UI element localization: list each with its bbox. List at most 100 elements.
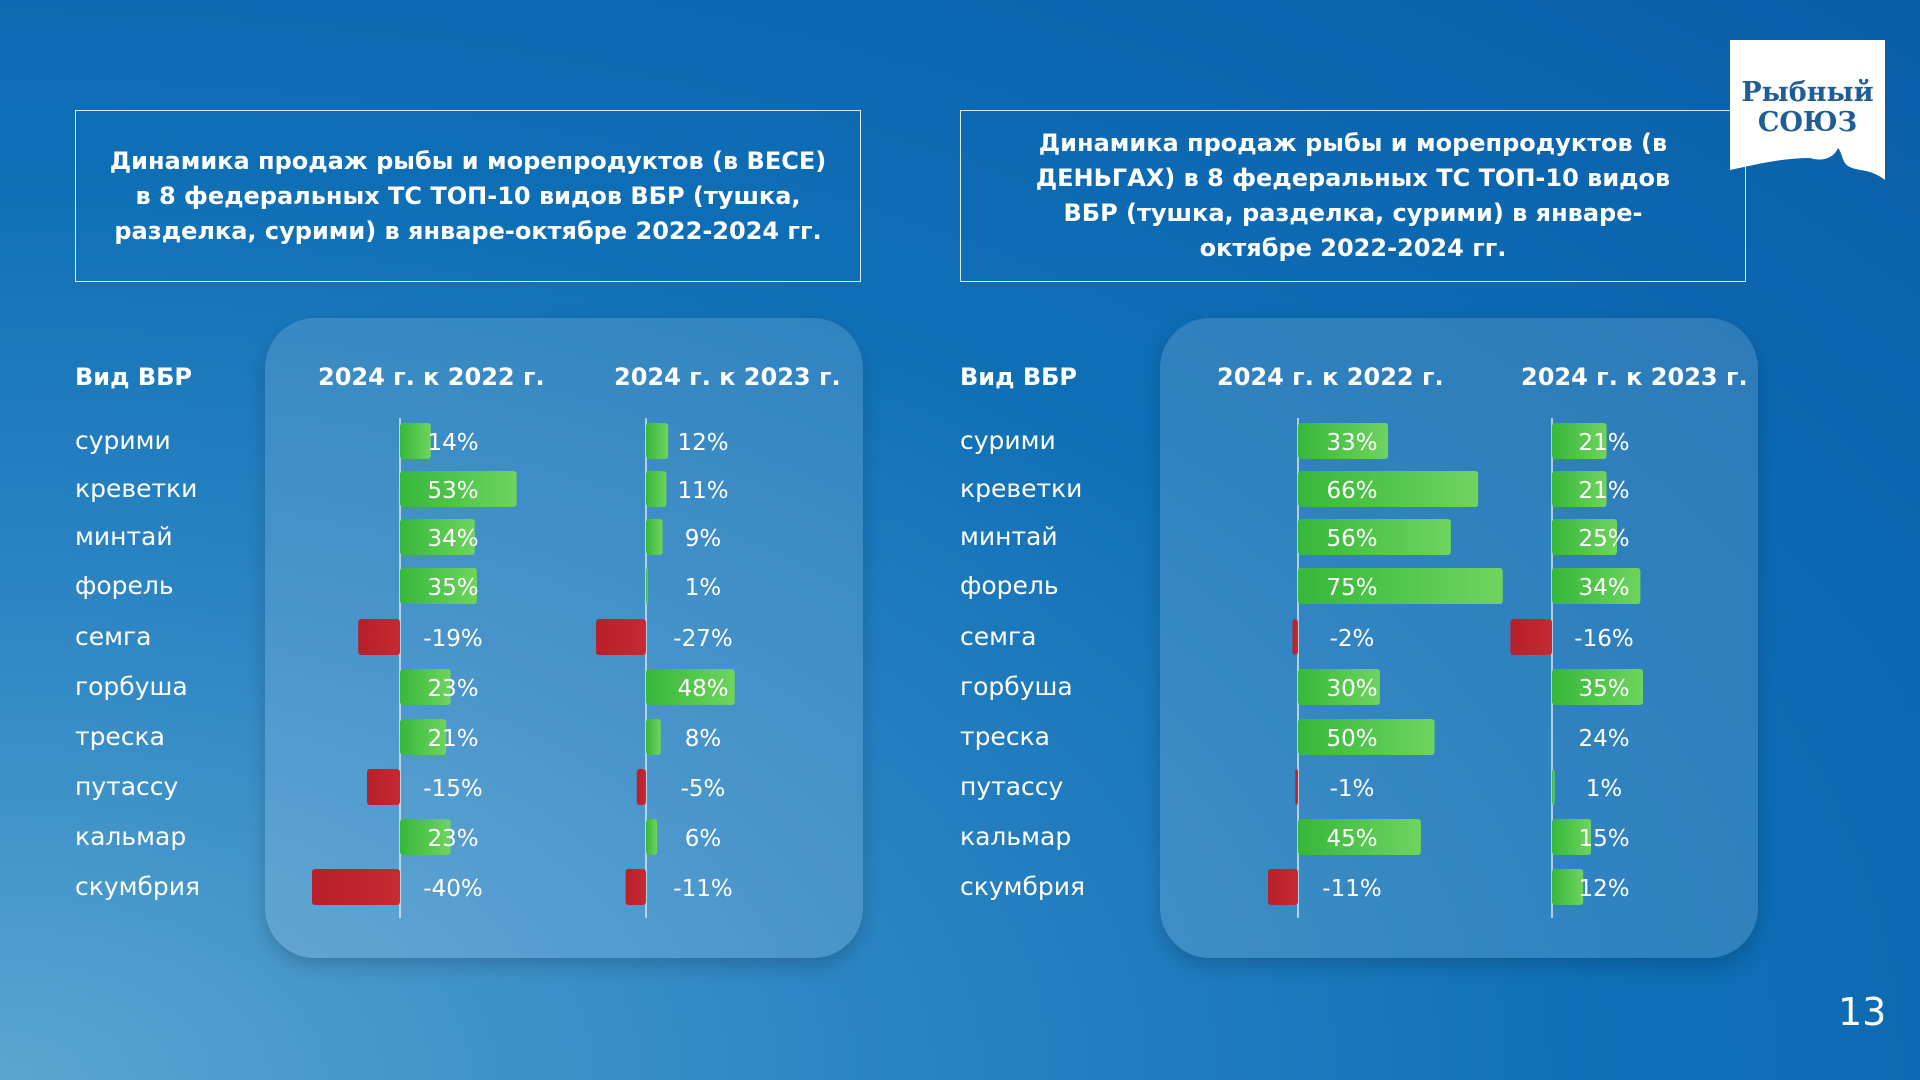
left-col2-bar-сурими [646, 423, 669, 459]
left-col1-header: 2024 г. к 2022 г. [318, 363, 545, 391]
left-col2-value-label: 1% [685, 575, 722, 601]
left-col2-value-label: 11% [677, 478, 728, 504]
left-col2-bar-кальмар [646, 819, 658, 855]
left-col2-bar-минтай [646, 519, 663, 555]
left-col1-bar-скумбрия [312, 869, 400, 905]
left-col1-bar-креветки [400, 471, 517, 507]
right-col2-value-label: 34% [1578, 575, 1629, 601]
left-col1-value-label: -15% [423, 776, 482, 802]
right-row-label: форель [960, 571, 1059, 600]
left-row-label: семга [75, 622, 152, 651]
right-row-label: минтай [960, 522, 1058, 551]
left-col1-value-label: 23% [427, 826, 478, 852]
right-row-label: креветки [960, 474, 1083, 503]
right-col1-bar-семга [1292, 619, 1298, 655]
left-row-label: минтай [75, 522, 173, 551]
right-col2-bar-путассу [1552, 769, 1555, 805]
right-col1-value-label: 75% [1326, 575, 1377, 601]
left-row-label: форель [75, 571, 174, 600]
right-col2-header: 2024 г. к 2023 г. [1521, 363, 1748, 391]
left-label-header: Вид ВБР [75, 363, 193, 391]
right-col1-value-label: 50% [1326, 726, 1377, 752]
left-col2-bar-треска [646, 719, 661, 755]
right-col1-bar-скумбрия [1267, 869, 1298, 905]
logo-line1: Рыбный [1741, 77, 1874, 108]
right-col2-bar-скумбрия [1552, 869, 1584, 905]
right-col1-value-label: 56% [1326, 526, 1377, 552]
right-col1-bar-минтай [1298, 519, 1451, 555]
left-col1-bar-семга [358, 619, 400, 655]
right-col1-value-label: 66% [1326, 478, 1377, 504]
right-col1-bar-креветки [1298, 471, 1479, 507]
left-col1-value-label: -40% [423, 876, 482, 902]
right-col1-bar-треска [1298, 719, 1435, 755]
left-col2-value-label: -5% [681, 776, 726, 802]
right-row-label: семга [960, 622, 1037, 651]
left-col2-value-label: 8% [685, 726, 722, 752]
right-col1-value-label: -11% [1322, 876, 1381, 902]
left-row-label: креветки [75, 474, 198, 503]
page-number: 13 [1838, 990, 1887, 1034]
right-row-label: сурими [960, 426, 1056, 455]
right-col1-bar-сурими [1298, 423, 1389, 459]
right-col1-value-label: 30% [1326, 676, 1377, 702]
left-col1-value-label: 53% [427, 478, 478, 504]
left-col1-value-label: 23% [427, 676, 478, 702]
right-col2-value-label: 21% [1578, 430, 1629, 456]
right-col2-bar-кальмар [1552, 819, 1591, 855]
right-col2-value-label: 24% [1578, 726, 1629, 752]
left-col1-value-label: 21% [427, 726, 478, 752]
right-col2-value-label: 12% [1578, 876, 1629, 902]
right-col1-bar-кальмар [1298, 819, 1421, 855]
left-col2-value-label: 12% [677, 430, 728, 456]
right-col1-bar-путассу [1295, 769, 1298, 805]
left-row-label: треска [75, 722, 165, 751]
right-col1-bar-форель [1298, 568, 1503, 604]
right-col2-bar-креветки [1552, 471, 1607, 507]
right-col2-bar-семга [1510, 619, 1552, 655]
left-col1-bar-треска [400, 719, 447, 755]
right-col2-bar-минтай [1552, 519, 1617, 555]
left-col1-bar-форель [400, 568, 477, 604]
left-col2-bar-скумбрия [625, 869, 646, 905]
right-col2-bar-форель [1552, 568, 1641, 604]
right-row-label: кальмар [960, 822, 1072, 851]
left-row-label: скумбрия [75, 872, 201, 901]
left-col2-bar-горбуша [646, 669, 735, 705]
left-col2-bar-форель [646, 568, 648, 604]
right-label-header: Вид ВБР [960, 363, 1078, 391]
right-col1-value-label: 33% [1326, 430, 1377, 456]
left-col2-bar-креветки [646, 471, 667, 507]
right-chart-panel [1160, 318, 1758, 958]
right-col2-value-label: 21% [1578, 478, 1629, 504]
left-col1-bar-горбуша [400, 669, 451, 705]
left-col1-bar-путассу [367, 769, 400, 805]
right-col2-value-label: 1% [1586, 776, 1623, 802]
left-col2-value-label: 9% [685, 526, 722, 552]
right-col1-value-label: -1% [1330, 776, 1375, 802]
left-col2-value-label: -27% [673, 626, 732, 652]
right-col1-header: 2024 г. к 2022 г. [1217, 363, 1444, 391]
left-col1-value-label: 34% [427, 526, 478, 552]
left-row-label: горбуша [75, 672, 188, 701]
right-col1-bar-горбуша [1298, 669, 1380, 705]
left-col2-bar-семга [596, 619, 646, 655]
right-row-label: скумбрия [960, 872, 1086, 901]
left-col1-bar-сурими [400, 423, 431, 459]
right-col2-bar-горбуша [1552, 669, 1643, 705]
right-col2-value-label: 25% [1578, 526, 1629, 552]
left-col2-value-label: 48% [677, 676, 728, 702]
right-col2-value-label: 35% [1578, 676, 1629, 702]
left-col1-bar-минтай [400, 519, 475, 555]
left-col1-value-label: 35% [427, 575, 478, 601]
left-col2-header: 2024 г. к 2023 г. [614, 363, 841, 391]
left-row-label: кальмар [75, 822, 187, 851]
rybny-soyuz-logo: Рыбный СОЮЗ [1730, 40, 1885, 180]
right-col2-bar-сурими [1552, 423, 1607, 459]
right-row-label: горбуша [960, 672, 1073, 701]
left-col2-value-label: 6% [685, 826, 722, 852]
left-col2-bar-путассу [636, 769, 646, 805]
right-col1-value-label: -2% [1330, 626, 1375, 652]
left-row-label: путассу [75, 772, 179, 801]
